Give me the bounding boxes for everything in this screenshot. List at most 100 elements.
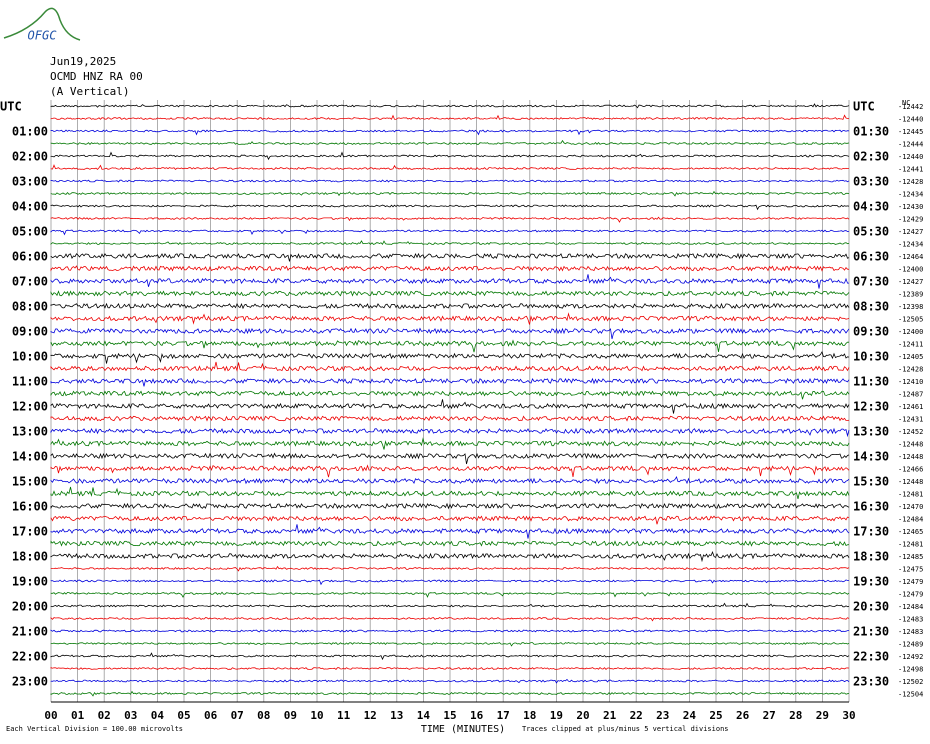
trace-offset: -12466 <box>898 466 923 474</box>
x-tick-label: 30 <box>842 709 855 722</box>
left-time-label: 11:00 <box>12 375 48 389</box>
trace <box>50 616 850 622</box>
trace-offset: -12487 <box>898 391 923 399</box>
left-time-label: 22:00 <box>12 650 48 664</box>
trace-offset: -12434 <box>898 241 923 249</box>
trace-offset: -12483 <box>898 616 923 624</box>
right-time-label: 05:30 <box>853 225 889 239</box>
right-time-label: 21:30 <box>853 625 889 639</box>
left-time-label: UTC <box>0 100 22 114</box>
trace-offset: -12452 <box>898 428 923 436</box>
trace <box>50 252 850 262</box>
trace <box>50 190 850 197</box>
trace <box>50 274 849 289</box>
trace-offset: -12405 <box>898 353 923 361</box>
trace-offset: -12444 <box>898 141 923 149</box>
trace <box>50 361 850 372</box>
right-time-label: UTC <box>853 100 875 114</box>
trace-offset: -12470 <box>898 503 923 511</box>
x-tick-label: 20 <box>576 709 589 722</box>
right-time-label: 12:30 <box>853 400 889 414</box>
left-time-label: 17:00 <box>12 525 48 539</box>
right-time-label: 22:30 <box>853 650 889 664</box>
x-tick-label: 10 <box>310 709 323 722</box>
x-tick-label: 17 <box>497 709 510 722</box>
trace <box>50 452 850 465</box>
trace-offset: -12483 <box>898 628 923 636</box>
left-time-label: 12:00 <box>12 400 48 414</box>
right-time-label: 04:30 <box>853 200 889 214</box>
trace <box>50 390 850 400</box>
x-tick-label: 14 <box>417 709 431 722</box>
trace <box>50 427 850 438</box>
trace-offset: -12400 <box>898 328 923 336</box>
x-tick-label: 16 <box>470 709 484 722</box>
trace <box>50 103 850 109</box>
right-time-label: 07:30 <box>853 275 889 289</box>
trace <box>50 139 850 146</box>
left-time-label: 07:00 <box>12 275 48 289</box>
x-tick-label: 28 <box>789 709 802 722</box>
trace <box>50 302 850 310</box>
right-time-label: 11:30 <box>853 375 889 389</box>
x-tick-label: 06 <box>204 709 218 722</box>
left-time-label: 18:00 <box>12 550 48 564</box>
trace-offset: -12448 <box>898 453 923 461</box>
trace <box>50 312 850 325</box>
trace <box>50 464 850 478</box>
right-time-label: 19:30 <box>853 575 889 589</box>
right-time-label: 06:30 <box>853 250 889 264</box>
x-tick-label: 05 <box>177 709 190 722</box>
trace <box>50 151 850 161</box>
trace-offset: -12398 <box>898 303 923 311</box>
trace-offset: -12481 <box>898 491 923 499</box>
trace <box>50 690 850 697</box>
left-time-label: 13:00 <box>12 425 48 439</box>
clip-note: Traces clipped at plus/minus 5 vertical … <box>522 725 729 733</box>
date: Jun19,2025 <box>50 55 116 68</box>
logo-arc <box>3 7 81 41</box>
x-tick-label: 00 <box>44 709 57 722</box>
trace-offset: -12464 <box>898 253 923 261</box>
trace-offset: -12502 <box>898 678 923 686</box>
trace <box>50 164 850 170</box>
x-tick-label: 19 <box>550 709 563 722</box>
trace-offset: -12440 <box>898 116 923 124</box>
trace <box>50 399 850 414</box>
component: (A Vertical) <box>50 85 129 98</box>
right-time-label: 15:30 <box>853 475 889 489</box>
trace-offset: -12427 <box>898 228 923 236</box>
x-tick-label: 15 <box>443 709 456 722</box>
trace-offset: -12465 <box>898 528 923 536</box>
trace-offset: -12504 <box>898 691 923 699</box>
x-tick-label: 18 <box>523 709 536 722</box>
trace <box>50 502 850 510</box>
trace <box>50 591 850 598</box>
trace-offset: -12441 <box>898 166 923 174</box>
trace-offset: -12498 <box>898 666 923 674</box>
left-time-label: 03:00 <box>12 175 48 189</box>
trace-offset: -12410 <box>898 378 923 386</box>
x-tick-label: 22 <box>630 709 643 722</box>
left-time-label: 14:00 <box>12 450 48 464</box>
trace-offset: -12428 <box>898 366 923 374</box>
trace-offset: -12448 <box>898 478 923 486</box>
trace <box>50 515 850 525</box>
trace <box>50 486 850 499</box>
right-time-label: 09:30 <box>853 325 889 339</box>
trace-offset: -12479 <box>898 591 923 599</box>
x-tick-label: 02 <box>98 709 111 722</box>
left-time-label: 02:00 <box>12 150 48 164</box>
trace <box>50 129 850 136</box>
x-tick-label: 26 <box>736 709 750 722</box>
trace <box>50 629 849 633</box>
trace-offset: -12440 <box>898 153 923 161</box>
trace-offset: -12489 <box>898 641 923 649</box>
trace-offset: -12485 <box>898 553 923 561</box>
trace-offset: -12492 <box>898 653 923 661</box>
left-time-label: 21:00 <box>12 625 48 639</box>
trace <box>50 678 850 684</box>
x-tick-label: 11 <box>337 709 351 722</box>
right-time-label: 23:30 <box>853 675 889 689</box>
x-tick-label: 25 <box>709 709 722 722</box>
